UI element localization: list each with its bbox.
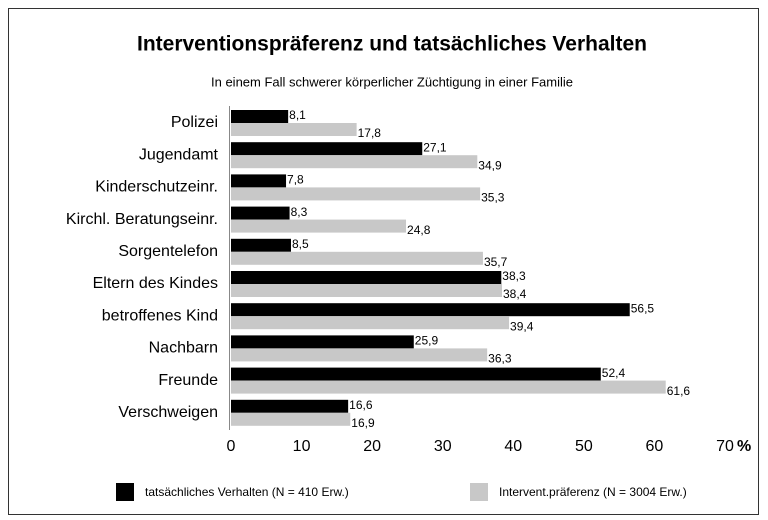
value-label: 61,6 bbox=[667, 384, 691, 398]
bar bbox=[231, 110, 289, 123]
y-tick-label: Jugendamt bbox=[139, 146, 219, 163]
bar bbox=[231, 142, 423, 156]
x-tick-label: 40 bbox=[504, 438, 522, 455]
y-tick-label: Kinderschutzeinr. bbox=[95, 179, 218, 196]
bar bbox=[231, 206, 290, 220]
value-label: 35,3 bbox=[481, 191, 505, 205]
bar bbox=[231, 219, 407, 233]
bar bbox=[231, 399, 349, 413]
value-label: 27,1 bbox=[423, 140, 447, 154]
bar bbox=[231, 187, 481, 201]
bar bbox=[231, 123, 357, 136]
legend-label: Intervent.präferenz (N = 3004 Erw.) bbox=[499, 485, 687, 499]
x-tick-label: 30 bbox=[434, 438, 452, 455]
bar bbox=[231, 303, 630, 317]
x-tick-label: 10 bbox=[293, 438, 311, 455]
bar bbox=[231, 284, 502, 297]
chart-title: Interventionspräferenz und tatsächliches… bbox=[137, 33, 647, 56]
bar bbox=[231, 238, 291, 252]
y-tick-label: Kirchl. Beratungseinr. bbox=[66, 211, 218, 228]
bar bbox=[231, 367, 601, 381]
y-tick-label: betroffenes Kind bbox=[102, 307, 218, 324]
x-tick-label: 70 bbox=[716, 438, 734, 455]
value-label: 38,4 bbox=[503, 287, 527, 301]
x-tick-label: 20 bbox=[363, 438, 381, 455]
x-tick-label: 60 bbox=[646, 438, 664, 455]
value-label: 16,9 bbox=[351, 416, 375, 430]
x-tick-label: 50 bbox=[575, 438, 593, 455]
bar bbox=[231, 251, 483, 265]
y-tick-label: Sorgentelefon bbox=[118, 243, 218, 260]
value-label: 34,9 bbox=[478, 158, 502, 172]
legend-swatch bbox=[116, 483, 134, 501]
value-label: 8,5 bbox=[292, 237, 309, 251]
value-label: 38,3 bbox=[502, 269, 526, 283]
bar bbox=[231, 271, 502, 284]
value-label: 17,8 bbox=[358, 126, 382, 140]
bar bbox=[231, 412, 351, 426]
y-tick-label: Verschweigen bbox=[118, 404, 218, 421]
value-label: 56,5 bbox=[631, 301, 655, 315]
legend-swatch bbox=[470, 483, 488, 501]
value-label: 16,6 bbox=[349, 398, 373, 412]
x-unit: % bbox=[737, 438, 751, 455]
y-tick-label: Freunde bbox=[158, 372, 218, 389]
y-tick-label: Eltern des Kindes bbox=[93, 275, 218, 292]
value-label: 8,3 bbox=[291, 205, 308, 219]
value-label: 8,1 bbox=[289, 108, 306, 122]
chart-subtitle: In einem Fall schwerer körperlicher Züch… bbox=[211, 74, 573, 89]
bar bbox=[231, 348, 488, 362]
bar bbox=[231, 174, 287, 188]
bar bbox=[231, 316, 510, 330]
x-tick-label: 0 bbox=[227, 438, 236, 455]
value-label: 24,8 bbox=[407, 223, 431, 237]
value-label: 7,8 bbox=[287, 173, 304, 187]
legend-label: tatsächliches Verhalten (N = 410 Erw.) bbox=[145, 485, 349, 499]
value-label: 35,7 bbox=[484, 255, 508, 269]
y-tick-label: Nachbarn bbox=[149, 340, 218, 357]
value-label: 52,4 bbox=[602, 366, 626, 380]
bar bbox=[231, 335, 414, 349]
bar bbox=[231, 155, 478, 169]
frame bbox=[8, 8, 759, 515]
y-tick-label: Polizei bbox=[171, 114, 218, 131]
value-label: 25,9 bbox=[415, 334, 439, 348]
bar bbox=[231, 380, 666, 394]
value-label: 39,4 bbox=[510, 319, 534, 333]
value-label: 36,3 bbox=[488, 352, 512, 366]
